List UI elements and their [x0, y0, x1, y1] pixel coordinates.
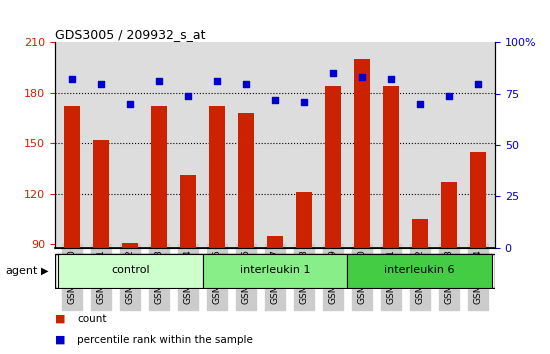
Bar — [202, 254, 348, 288]
Point — [415, 101, 424, 107]
Bar — [412, 219, 428, 248]
Point — [68, 76, 77, 82]
Bar — [383, 86, 399, 248]
Bar — [151, 107, 167, 248]
Bar — [64, 107, 80, 248]
Bar — [325, 86, 341, 248]
Text: interleukin 6: interleukin 6 — [384, 265, 455, 275]
Point — [184, 93, 192, 99]
Point — [300, 99, 309, 105]
Point — [126, 101, 135, 107]
Bar — [348, 254, 492, 288]
Bar — [94, 140, 109, 248]
Bar — [122, 243, 138, 248]
Point — [473, 81, 482, 86]
Point — [97, 81, 106, 86]
Text: ■: ■ — [55, 335, 65, 345]
Point — [155, 79, 163, 84]
Bar — [441, 182, 456, 248]
Bar — [209, 107, 225, 248]
Text: count: count — [77, 314, 107, 324]
Bar — [267, 236, 283, 248]
Point — [213, 79, 222, 84]
Bar — [180, 176, 196, 248]
Point — [328, 70, 337, 76]
Bar — [296, 192, 312, 248]
Point — [271, 97, 279, 103]
Bar — [238, 113, 254, 248]
Text: control: control — [111, 265, 150, 275]
Text: agent: agent — [6, 266, 38, 276]
Point — [387, 76, 395, 82]
Point — [358, 75, 366, 80]
Point — [444, 93, 453, 99]
Bar — [354, 59, 370, 248]
Text: percentile rank within the sample: percentile rank within the sample — [77, 335, 253, 345]
Text: ■: ■ — [55, 314, 65, 324]
Text: ▶: ▶ — [41, 266, 49, 276]
Point — [241, 81, 250, 86]
Bar — [58, 254, 202, 288]
Text: interleukin 1: interleukin 1 — [240, 265, 310, 275]
Text: GDS3005 / 209932_s_at: GDS3005 / 209932_s_at — [55, 28, 206, 41]
Bar — [470, 152, 486, 248]
